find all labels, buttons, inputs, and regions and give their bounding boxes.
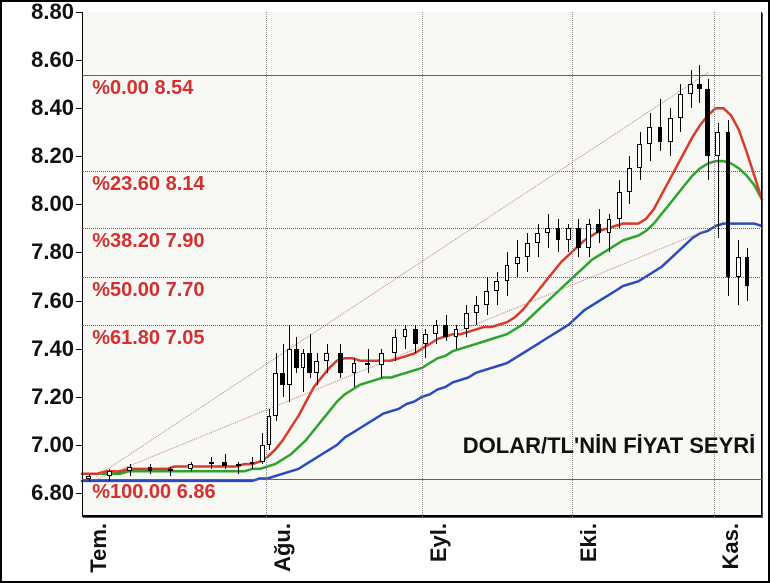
xaxis-label: Eyl. <box>426 523 452 562</box>
candle-body <box>745 257 750 286</box>
candle-body <box>236 464 241 466</box>
candle-body <box>107 471 112 476</box>
candle-body <box>484 291 489 305</box>
chart-title: DOLAR/TL'NİN FİYAT SEYRİ <box>463 433 755 459</box>
fib-level-line <box>82 277 762 278</box>
fib-level-label: %100.00 6.86 <box>92 481 215 504</box>
yaxis-tick-label: 8.00 <box>31 191 74 217</box>
candle-body <box>494 281 499 291</box>
candle-body <box>222 462 227 467</box>
candle-body <box>260 445 265 462</box>
candle-body <box>273 373 278 416</box>
fib-level-line <box>82 228 762 229</box>
candle-body <box>617 192 622 218</box>
fib-level-label: %0.00 8.54 <box>92 77 193 100</box>
candle-body <box>688 84 693 94</box>
candle-body <box>697 84 702 89</box>
chart-outer: 6.80 7.00 7.20 7.40 7.60 7.80 8.00 8.20 8.40 8.60… <box>0 0 770 583</box>
yaxis-tick-label: 7.60 <box>31 288 74 314</box>
candle-body <box>433 325 438 335</box>
yaxis-tick-label: 8.60 <box>31 47 74 73</box>
yaxis-tick-label: 8.80 <box>31 0 74 25</box>
fib-level-label: %61.80 7.05 <box>92 327 204 350</box>
fib-level-line <box>82 325 762 326</box>
candle-body <box>379 353 384 365</box>
candle-body <box>168 469 173 471</box>
candle-body <box>647 127 652 144</box>
xaxis-label: Ağu. <box>270 523 296 572</box>
candle-body <box>566 228 571 240</box>
candle-body <box>324 353 329 360</box>
candle-body <box>86 476 91 478</box>
candle-body <box>188 464 193 469</box>
yaxis-tick-label: 7.80 <box>31 239 74 265</box>
fib-level-line <box>82 479 762 480</box>
candle-body <box>250 462 255 464</box>
candle-body <box>715 132 720 156</box>
candle-body <box>705 89 710 156</box>
candle-body <box>736 257 741 276</box>
candle-body <box>287 349 292 385</box>
candle-body <box>556 228 561 240</box>
fib-level-label: %23.60 8.14 <box>92 173 204 196</box>
candle-wick <box>660 99 661 152</box>
candle-wick <box>405 325 406 349</box>
candle-body <box>423 334 428 344</box>
candle-body <box>294 349 299 368</box>
candle-body <box>280 373 285 385</box>
candle-body <box>413 329 418 343</box>
fib-level-label: %50.00 7.70 <box>92 279 204 302</box>
yaxis-tick-label: 7.20 <box>31 384 74 410</box>
candle-body <box>127 467 132 472</box>
candle-body <box>443 325 448 337</box>
candle-body <box>365 363 370 365</box>
candle-body <box>576 228 581 247</box>
plot-area: 6.807.007.207.407.607.808.008.208.408.60… <box>82 12 762 517</box>
xaxis-label: Kas. <box>718 523 744 569</box>
yaxis-tick-label: 8.40 <box>31 95 74 121</box>
candle-wick <box>368 349 369 373</box>
candle-body <box>301 353 306 367</box>
candle-body <box>307 353 312 372</box>
candle-body <box>668 118 673 142</box>
candle-wick <box>456 325 457 349</box>
candle-body <box>607 219 612 233</box>
fib-level-label: %38.20 7.90 <box>92 230 204 253</box>
candle-body <box>627 168 632 192</box>
candle-body <box>545 228 550 233</box>
candle-body <box>586 224 591 248</box>
candle-body <box>637 144 642 168</box>
candle-body <box>209 462 214 464</box>
candle-body <box>392 337 397 354</box>
candle-body <box>474 305 479 312</box>
candle-wick <box>283 344 284 397</box>
candle-body <box>314 361 319 373</box>
candle-body <box>678 94 683 118</box>
candle-body <box>596 224 601 234</box>
candle-body <box>454 329 459 336</box>
candle-body <box>525 243 530 257</box>
candle-body <box>464 313 469 330</box>
yaxis-tick-label: 7.40 <box>31 336 74 362</box>
candle-body <box>658 127 663 141</box>
candle-body <box>338 353 343 372</box>
candle-body <box>726 132 731 276</box>
candle-body <box>515 257 520 264</box>
candle-body <box>535 233 540 243</box>
candle-body <box>148 467 153 472</box>
candle-body <box>267 416 272 445</box>
x-gridline <box>422 12 423 517</box>
candle-body <box>403 329 408 336</box>
xaxis-label: Eki. <box>576 523 602 562</box>
candle-body <box>352 363 357 373</box>
yaxis-tick-label: 6.80 <box>31 480 74 506</box>
yaxis-tick-label: 8.20 <box>31 143 74 169</box>
fib-level-line <box>82 171 762 172</box>
yaxis-tick-label: 7.00 <box>31 432 74 458</box>
fib-level-line <box>82 75 762 76</box>
xaxis-label: Tem. <box>86 523 112 573</box>
candle-body <box>505 265 510 282</box>
